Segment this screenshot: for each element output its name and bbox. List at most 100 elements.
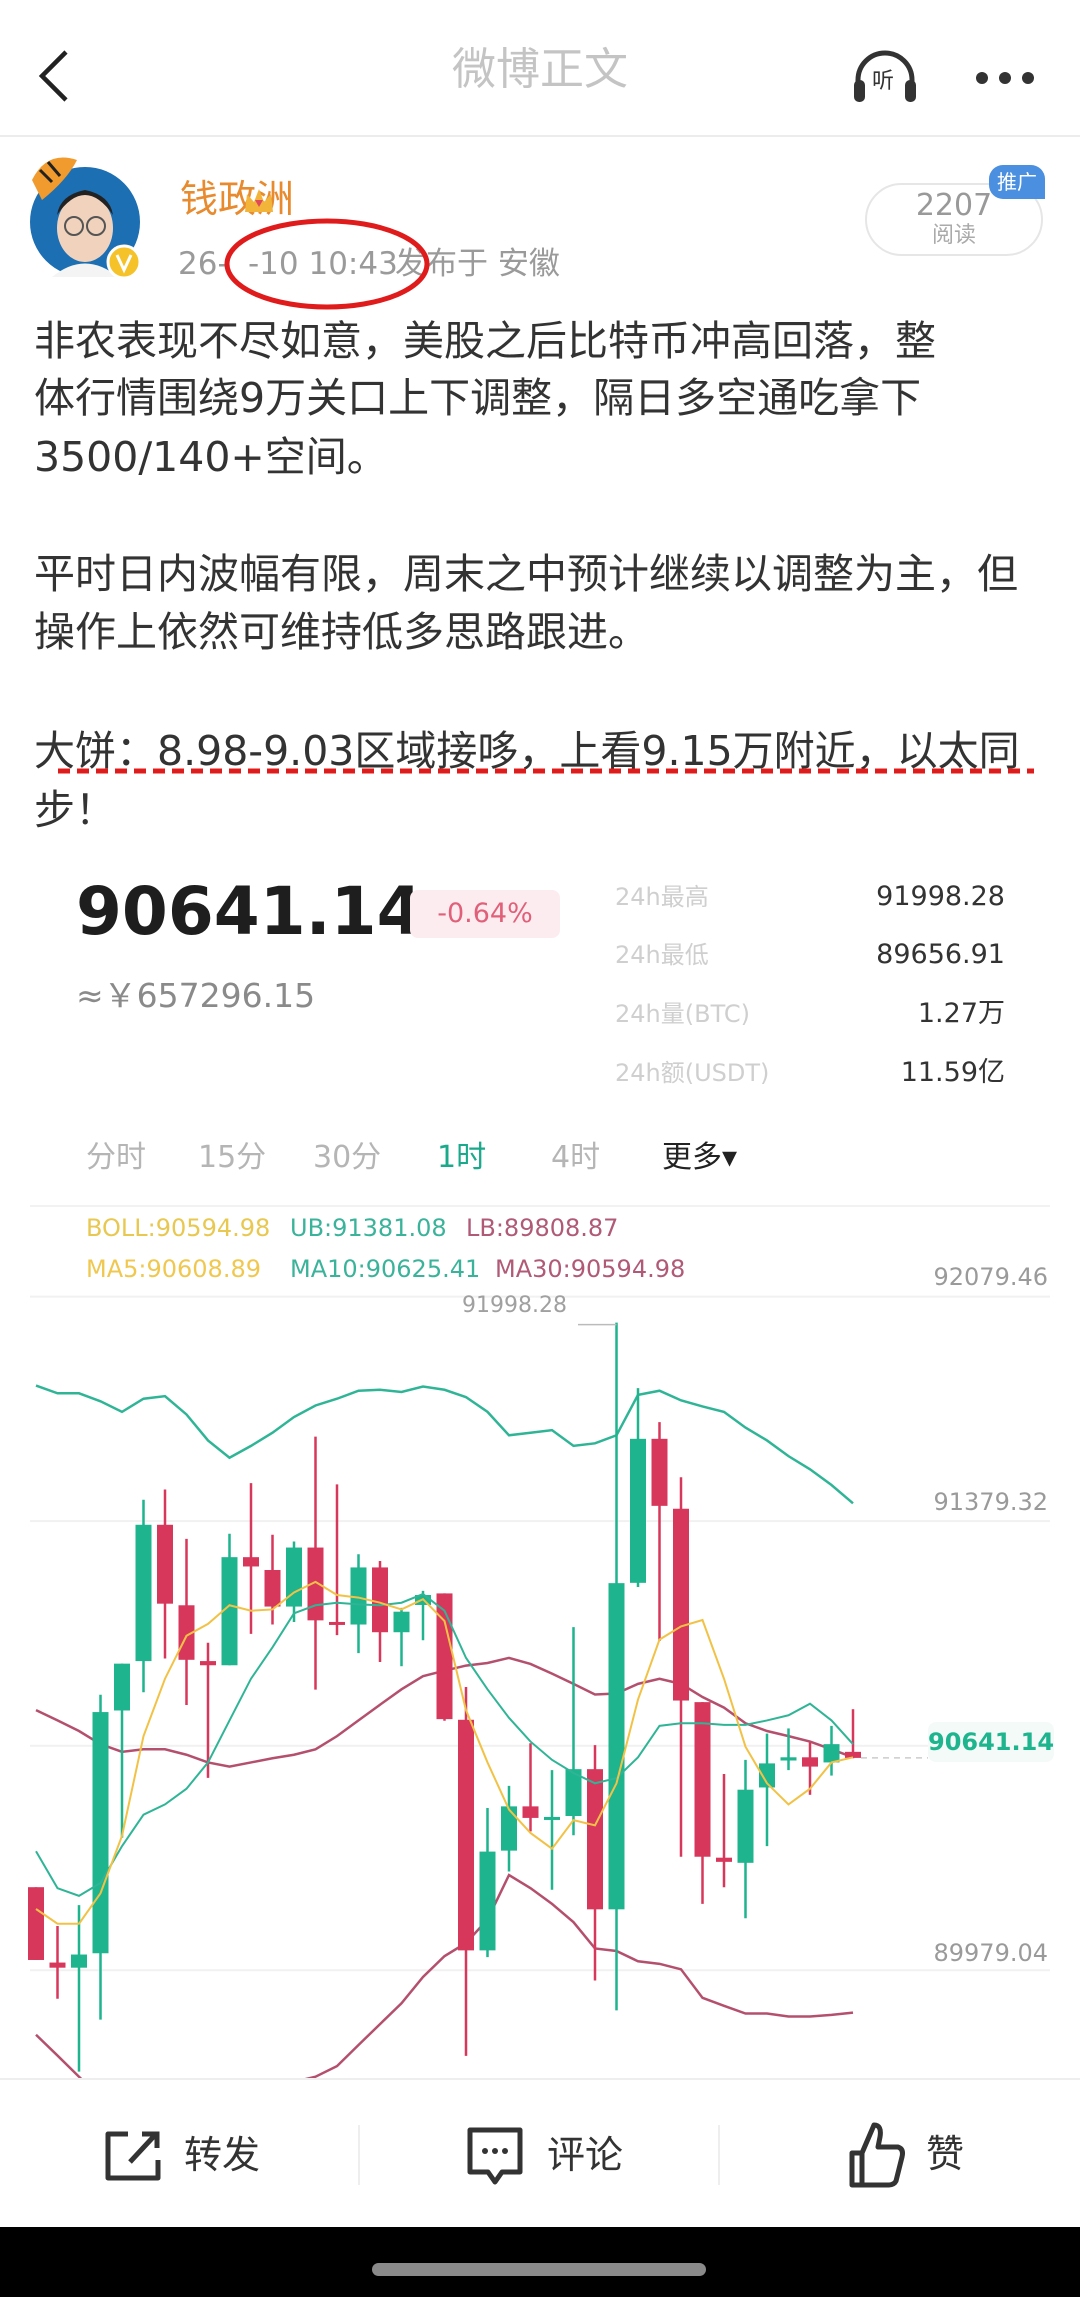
candle-up <box>135 1524 152 1662</box>
candle-up <box>114 1663 130 1711</box>
stat-label-volume: 24h量(BTC) <box>615 1000 750 1028</box>
candle-up <box>286 1547 302 1607</box>
promo-badge: 推广 <box>989 165 1045 199</box>
post-time: -10 10:43 <box>248 246 398 282</box>
candle-up <box>565 1769 582 1816</box>
stat-value-turnover: 11.59亿 <box>900 1057 1005 1088</box>
last-price: 90641.14 <box>76 873 423 950</box>
legend-boll: BOLL:90594.98 <box>86 1214 271 1242</box>
candle-down <box>845 1751 861 1758</box>
tab-more[interactable]: 更多▾ <box>662 1140 738 1175</box>
ma5-line <box>35 1580 854 1925</box>
share-button[interactable]: 转发 <box>100 2120 270 2190</box>
candle-down <box>178 1605 195 1660</box>
action-separator <box>718 2125 720 2185</box>
home-indicator[interactable] <box>372 2263 706 2276</box>
candle-down <box>458 1719 474 1951</box>
candle-up <box>759 1763 775 1788</box>
stat-value-high: 91998.28 <box>876 881 1005 912</box>
candle-down <box>307 1547 324 1621</box>
read-count: 2207 <box>915 188 993 223</box>
stat-label-turnover: 24h额(USDT) <box>615 1059 770 1087</box>
ma10-line <box>35 1592 854 1897</box>
tab-4h[interactable]: 4时 <box>551 1140 601 1175</box>
last-price-tag: 90641.14 <box>928 1722 1054 1762</box>
tab-timeshare[interactable]: 分时 <box>86 1140 146 1175</box>
post-text-line: 大饼：8.98-9.03区域接哆，上看9.15万附近，以太同 <box>34 727 1020 775</box>
candle-down <box>587 1769 603 1910</box>
band-lower-line <box>35 1873 854 2078</box>
action-separator <box>358 2125 360 2185</box>
post-text-line: 3500/140+空间。 <box>34 433 388 481</box>
thumbs-up-icon <box>849 2122 905 2188</box>
chevron-left-icon <box>38 50 68 102</box>
candle-down <box>329 1621 345 1625</box>
post-time-prefix: 26- <box>178 246 229 282</box>
post-text-line: 步！ <box>34 786 116 834</box>
more-button[interactable] <box>970 60 1040 96</box>
candle-up <box>544 1816 560 1820</box>
read-count-pill[interactable]: 2207 阅读 <box>865 183 1043 256</box>
legend-ma10: MA10:90625.41 <box>290 1255 481 1283</box>
candle-up <box>221 1557 238 1666</box>
post-text-line: 体行情围绕9万关口上下调整，隔日多空通吃拿下 <box>34 374 922 422</box>
annotation-underline <box>58 768 1034 774</box>
candle-down <box>651 1438 668 1506</box>
candle-up <box>823 1744 840 1763</box>
comment-label: 评论 <box>547 2133 624 2177</box>
share-icon <box>105 2131 161 2181</box>
change-badge: -0.64% <box>410 890 560 938</box>
share-label: 转发 <box>184 2133 261 2177</box>
candle-down <box>264 1569 281 1607</box>
candle-down <box>49 1962 66 1968</box>
candle-up <box>501 1806 517 1851</box>
candle-down <box>372 1567 388 1633</box>
more-dots-icon <box>976 72 1034 84</box>
comment-icon <box>467 2127 523 2185</box>
candle-up <box>350 1567 367 1625</box>
legend-ma5: MA5:90608.89 <box>86 1255 261 1283</box>
candle-down <box>28 1887 44 1960</box>
legend-ma30: MA30:90594.98 <box>495 1255 686 1283</box>
legend-lb: LB:89808.87 <box>466 1214 619 1242</box>
stat-value-volume: 1.27万 <box>917 998 1005 1029</box>
listen-label: 听 <box>872 69 895 94</box>
tab-15m[interactable]: 15分 <box>198 1140 267 1175</box>
header-divider <box>0 135 1080 137</box>
avatar[interactable] <box>22 140 152 280</box>
band-upper-line <box>35 1384 854 1505</box>
y-tick-label: 92079.46 <box>933 1263 1048 1291</box>
stat-label-low: 24h最低 <box>615 941 709 969</box>
like-button[interactable]: 赞 <box>842 2115 982 2195</box>
headphones-icon <box>854 50 916 102</box>
verified-badge-icon <box>106 244 142 280</box>
candle-down <box>716 1857 732 1862</box>
annotation-circle <box>224 218 430 310</box>
post-text-line: 操作上依然可维持低多思路跟进。 <box>34 608 649 656</box>
cny-price: ≈￥657296.15 <box>76 976 316 1015</box>
tab-1h[interactable]: 1时 <box>437 1140 487 1175</box>
candle-up <box>479 1851 496 1951</box>
author-name[interactable]: 钱政洲 <box>180 177 295 221</box>
chart-divider <box>30 1205 1050 1207</box>
system-nav-bar <box>0 2227 1080 2297</box>
candle-up <box>71 1954 87 1968</box>
stat-value-low: 89656.91 <box>876 939 1005 970</box>
post-text-line: 平时日内波幅有限，周末之中预计继续以调整为主，但 <box>34 550 1018 598</box>
candle-up <box>780 1757 797 1761</box>
listen-button[interactable]: 听 <box>850 50 920 106</box>
candle-down <box>802 1757 818 1767</box>
candle-up <box>608 1583 625 1910</box>
candlestick-chart[interactable] <box>0 1240 1080 2078</box>
tab-30m[interactable]: 30分 <box>313 1140 382 1175</box>
candle-down <box>243 1557 259 1567</box>
candle-up <box>630 1438 646 1583</box>
stat-label-high: 24h最高 <box>615 883 709 911</box>
comment-button[interactable]: 评论 <box>462 2120 632 2194</box>
candle-down <box>694 1702 711 1857</box>
candle-down <box>673 1508 689 1701</box>
page-title: 微博正文 <box>452 44 628 95</box>
back-button[interactable] <box>20 40 90 110</box>
candle-up <box>92 1712 109 1954</box>
candle-up <box>393 1611 410 1633</box>
